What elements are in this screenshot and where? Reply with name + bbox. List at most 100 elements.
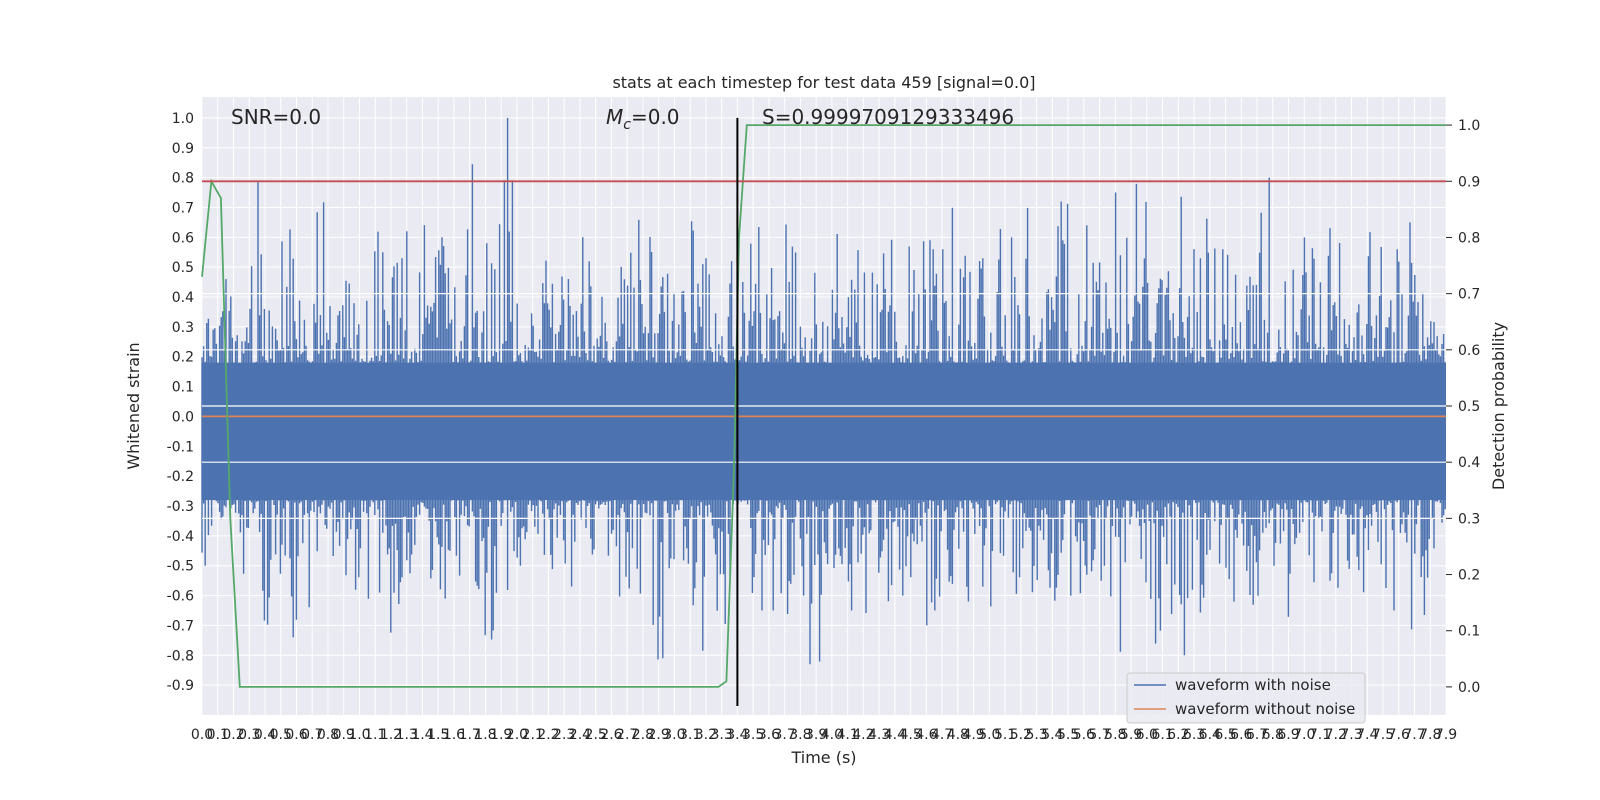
x-tick-label: 0.3 <box>238 727 260 743</box>
x-tick-label: 7.6 <box>1388 727 1410 743</box>
x-tick-label: 3.5 <box>742 727 764 743</box>
y-right-tick-label: 0.9 <box>1458 174 1480 190</box>
x-tick-label: 5.6 <box>1073 727 1095 743</box>
chirp-mass-value: =0.0 <box>631 105 680 129</box>
x-tick-label: 7.3 <box>1340 727 1362 743</box>
x-tick-label: 4.5 <box>899 727 921 743</box>
x-tick-label: 1.2 <box>380 727 402 743</box>
x-tick-label: 0.7 <box>301 727 323 743</box>
x-tick-label: 0.2 <box>222 727 244 743</box>
x-tick-label: 2.2 <box>537 727 559 743</box>
y-left-tick-label: 0.9 <box>172 141 194 157</box>
x-tick-label: 7.4 <box>1356 727 1378 743</box>
x-tick-label: 4.3 <box>868 727 890 743</box>
x-tick-label: 1.9 <box>490 727 512 743</box>
legend-box <box>1126 672 1366 724</box>
x-tick-label: 7.2 <box>1325 727 1347 743</box>
x-tick-label: 3.8 <box>789 727 811 743</box>
x-tick-label: 5.9 <box>1120 727 1142 743</box>
legend-label-waveform-with-noise: waveform with noise <box>1175 676 1331 694</box>
x-tick-label: 3.0 <box>663 727 685 743</box>
x-tick-label: 5.4 <box>1041 727 1063 743</box>
x-tick-label: 7.5 <box>1372 727 1394 743</box>
y-axis-right-label: Detection probability <box>1489 322 1508 490</box>
x-tick-label: 0.5 <box>270 727 292 743</box>
x-tick-label: 1.0 <box>348 727 370 743</box>
x-tick-label: 7.0 <box>1293 727 1315 743</box>
legend-label-waveform-without-noise: waveform without noise <box>1175 700 1355 718</box>
line-series-layer <box>201 117 1446 706</box>
y-left-tick-label: -0.3 <box>167 499 194 515</box>
x-tick-label: 6.3 <box>1183 727 1205 743</box>
y-right-tick-labels: 1.0 0.9 0.8 0.7 0.6 0.5 0.4 0.3 0.2 0.1 0.0 <box>1446 118 1480 696</box>
x-tick-label: 3.7 <box>774 727 796 743</box>
chart-title: stats at each timestep for test data 459… <box>612 73 1035 92</box>
x-tick-label: 4.4 <box>884 727 906 743</box>
x-tick-label: 1.8 <box>474 727 496 743</box>
x-tick-label: 6.5 <box>1214 727 1236 743</box>
legend: waveform with noise waveform without noi… <box>1126 672 1366 724</box>
y-left-tick-label: -0.1 <box>167 439 194 455</box>
x-tick-label: 2.4 <box>569 727 591 743</box>
waveform-with-noise-series <box>201 117 1446 665</box>
y-left-tick-label: 1.0 <box>172 111 194 127</box>
y-right-tick-label: 0.5 <box>1458 399 1480 415</box>
x-tick-label: 3.3 <box>711 727 733 743</box>
x-tick-label: 5.8 <box>1104 727 1126 743</box>
y-left-tick-label: 0.7 <box>172 200 194 216</box>
x-tick-label: 2.9 <box>648 727 670 743</box>
y-right-tick-label: 0.7 <box>1458 287 1480 303</box>
y-left-tick-label: -0.4 <box>167 529 194 545</box>
x-tick-label: 3.1 <box>679 727 701 743</box>
x-tick-label: 5.0 <box>978 727 1000 743</box>
snr-annotation: SNR=0.0 <box>231 105 321 129</box>
x-tick-label: 2.6 <box>600 727 622 743</box>
x-tick-label: 6.8 <box>1262 727 1284 743</box>
x-tick-label: 5.7 <box>1088 727 1110 743</box>
x-tick-label: 4.6 <box>915 727 937 743</box>
y-left-tick-labels: 1.0 0.9 0.8 0.7 0.6 0.5 0.4 0.3 0.2 0.1 0.0 -0.1 -0.… <box>167 111 194 694</box>
y-right-tick-label: 0.6 <box>1458 343 1480 359</box>
x-tick-label: 0.6 <box>285 727 307 743</box>
y-right-tick-label: 0.4 <box>1458 455 1480 471</box>
x-tick-label: 6.7 <box>1246 727 1268 743</box>
x-tick-label: 5.5 <box>1057 727 1079 743</box>
x-tick-label: 1.4 <box>411 727 433 743</box>
x-tick-label: 0.0 <box>191 727 213 743</box>
y-right-tick-label: 0.3 <box>1458 511 1480 527</box>
x-tick-label: 2.8 <box>632 727 654 743</box>
x-tick-label: 1.5 <box>427 727 449 743</box>
x-tick-label: 3.4 <box>726 727 748 743</box>
x-tick-label: 4.7 <box>931 727 953 743</box>
waveform-with-noise-core <box>202 362 1446 501</box>
x-tick-label: 1.1 <box>364 727 386 743</box>
detection-probability-line <box>201 124 1446 688</box>
y-left-tick-label: 0.1 <box>172 380 194 396</box>
x-tick-label: 2.0 <box>506 727 528 743</box>
x-tick-label: 7.1 <box>1309 727 1331 743</box>
y-left-tick-label: 0.0 <box>172 409 194 425</box>
y-left-tick-label: 0.3 <box>172 320 194 336</box>
y-right-tick-label: 0.1 <box>1458 624 1480 640</box>
chirp-mass-symbol: M <box>606 105 623 129</box>
y-left-tick-label: 0.2 <box>172 350 194 366</box>
y-left-tick-label: 0.4 <box>172 290 194 306</box>
y-right-tick-label: 0.0 <box>1458 680 1480 696</box>
x-tick-label: 6.6 <box>1230 727 1252 743</box>
y-left-tick-label: -0.2 <box>167 469 194 485</box>
x-tick-label: 5.1 <box>994 727 1016 743</box>
x-axis-label: Time (s) <box>790 748 856 767</box>
x-tick-label: 3.9 <box>805 727 827 743</box>
y-left-tick-label: -0.9 <box>167 678 194 694</box>
score-annotation: S=0.9999709129333496 <box>762 105 1014 129</box>
x-tick-label: 2.5 <box>585 727 607 743</box>
y-left-tick-label: -0.8 <box>167 648 194 664</box>
chirp-mass-annotation: Mc=0.0 <box>606 105 680 133</box>
y-right-tick-label: 0.8 <box>1458 230 1480 246</box>
x-tick-label: 3.6 <box>758 727 780 743</box>
x-tick-label: 6.0 <box>1136 727 1158 743</box>
x-tick-label: 7.7 <box>1403 727 1425 743</box>
x-tick-label: 4.2 <box>852 727 874 743</box>
x-tick-label: 5.2 <box>1010 727 1032 743</box>
